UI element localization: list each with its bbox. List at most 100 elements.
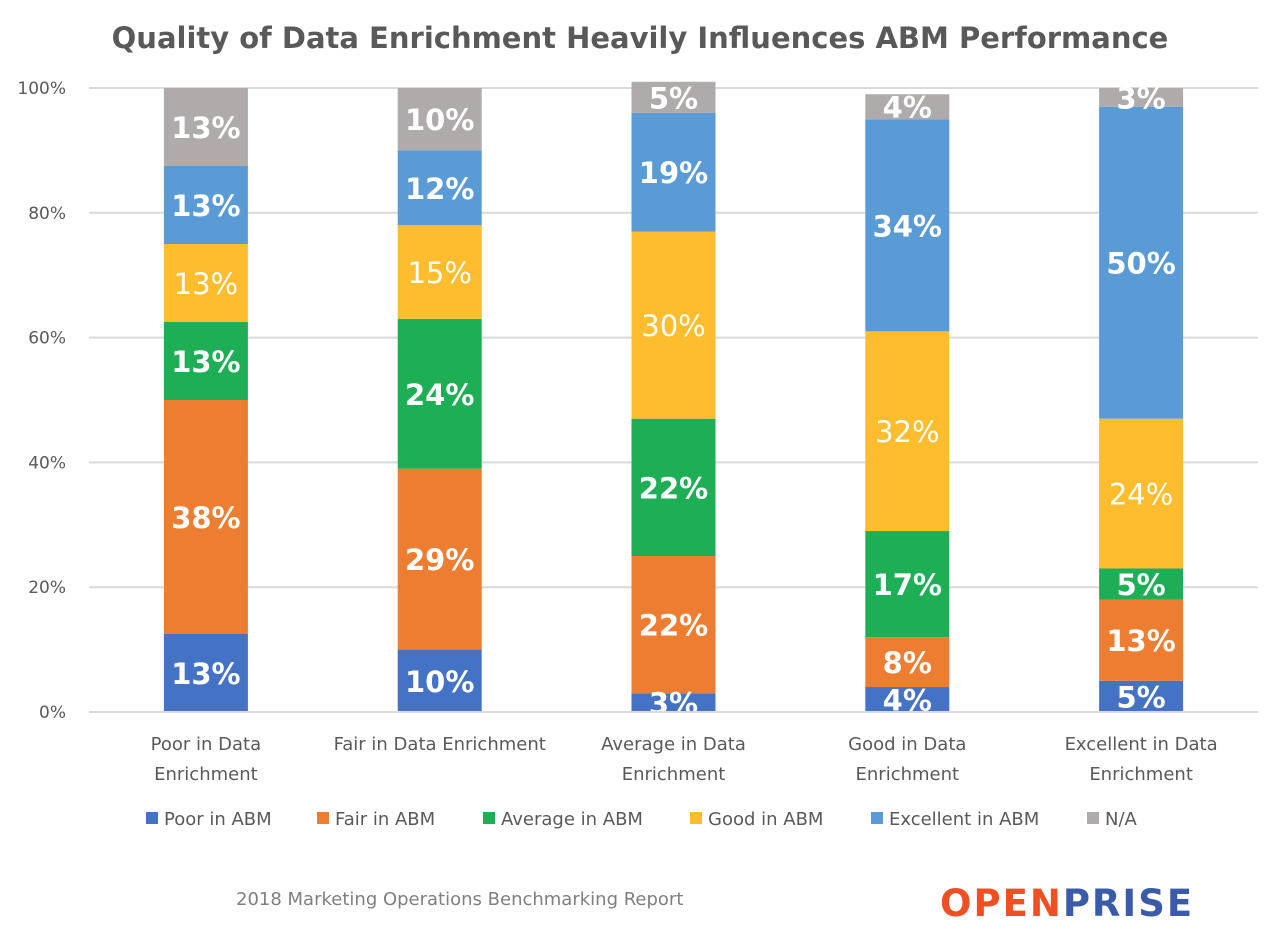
bar-segment-poor-in-abm xyxy=(865,687,950,712)
bar-segment-n-a xyxy=(397,88,482,151)
x-category-label: Enrichment xyxy=(1089,764,1193,785)
legend-label: Excellent in ABM xyxy=(889,809,1039,830)
footer-source: 2018 Marketing Operations Benchmarking R… xyxy=(236,889,683,910)
data-label: 4% xyxy=(883,91,932,125)
logo-part-prise: PRISE xyxy=(1063,882,1194,925)
data-label: 13% xyxy=(171,111,240,145)
openprise-logo: OPENPRISE xyxy=(940,882,1194,925)
data-label: 5% xyxy=(649,81,698,115)
bar-segment-n-a xyxy=(865,94,950,120)
data-label: 22% xyxy=(639,471,708,505)
x-category-label: Average in Data xyxy=(601,734,746,755)
bar-segment-n-a xyxy=(163,88,248,166)
x-category-label: Poor in Data xyxy=(151,734,261,755)
bar-segment-average-in-abm xyxy=(865,531,950,638)
data-label: 10% xyxy=(405,103,474,137)
bar-segment-excellent-in-abm xyxy=(1099,106,1184,419)
x-category-label: Enrichment xyxy=(154,764,258,785)
legend-item: Excellent in ABM xyxy=(871,809,1039,830)
chart-title: Quality of Data Enrichment Heavily Influ… xyxy=(112,21,1169,55)
bar-segment-average-in-abm xyxy=(163,322,248,400)
data-labels: 13% 38% 13% 13% 13% 13% 10% 29% 24% 15% 12% 10% 3% 22… xyxy=(89,81,1258,727)
legend-label: Average in ABM xyxy=(501,809,643,830)
bar-segment-poor-in-abm xyxy=(1099,680,1184,712)
legend-item: N/A xyxy=(1087,809,1138,830)
data-label: 30% xyxy=(641,309,705,343)
bar-segment-fair-in-abm xyxy=(397,468,482,650)
bar-segment-excellent-in-abm xyxy=(865,119,950,332)
bar-segment-fair-in-abm xyxy=(631,556,716,694)
bar-segment-poor-in-abm xyxy=(397,649,482,712)
axis-mask xyxy=(89,713,1258,727)
bar-segment-excellent-in-abm xyxy=(163,166,248,244)
y-tick-label: 60% xyxy=(28,329,66,349)
x-category-label: Enrichment xyxy=(856,764,960,785)
y-axis-ticks: 0% 20% 40% 60% 80% 100% xyxy=(17,79,66,723)
data-label: 22% xyxy=(639,609,708,643)
y-tick-label: 100% xyxy=(17,79,66,99)
bar-segment-good-in-abm xyxy=(1099,418,1184,569)
data-label: 50% xyxy=(1106,247,1175,281)
data-label: 3% xyxy=(1116,81,1165,115)
data-label: 29% xyxy=(405,543,474,577)
legend-item: Average in ABM xyxy=(483,809,643,830)
data-label: 32% xyxy=(875,415,939,449)
bar-segment-excellent-in-abm xyxy=(631,112,716,232)
bar-segment-poor-in-abm xyxy=(163,634,248,712)
data-label: 12% xyxy=(405,172,474,206)
data-label: 13% xyxy=(171,189,240,223)
legend-label: Poor in ABM xyxy=(164,809,272,830)
legend-swatch xyxy=(1087,812,1099,824)
data-label: 13% xyxy=(171,345,240,379)
data-label: 17% xyxy=(873,568,942,602)
data-label: 13% xyxy=(1106,624,1175,658)
legend-item: Good in ABM xyxy=(690,809,823,830)
data-label: 24% xyxy=(405,378,474,412)
bar-segment-good-in-abm xyxy=(865,331,950,532)
bar-segment-average-in-abm xyxy=(397,318,482,469)
data-label: 8% xyxy=(883,646,932,680)
legend-swatch xyxy=(317,812,329,824)
x-category-label: Good in Data xyxy=(848,734,966,755)
legend-item: Poor in ABM xyxy=(146,809,272,830)
legend-swatch xyxy=(483,812,495,824)
legend-swatch xyxy=(690,812,702,824)
bar-segment-average-in-abm xyxy=(1099,568,1184,600)
bar-segment-good-in-abm xyxy=(163,244,248,322)
y-tick-label: 40% xyxy=(28,453,66,473)
logo-part-open: OPEN xyxy=(940,882,1063,925)
data-label: 19% xyxy=(639,156,708,190)
bar-segment-n-a xyxy=(1099,88,1184,107)
data-label: 24% xyxy=(1109,478,1173,512)
bar-segment-fair-in-abm xyxy=(1099,599,1184,681)
bar-segment-n-a xyxy=(631,81,716,113)
data-label: 5% xyxy=(1116,680,1165,714)
legend-item: Fair in ABM xyxy=(317,809,435,830)
legend-swatch xyxy=(871,812,883,824)
bar-segment-excellent-in-abm xyxy=(397,150,482,226)
data-label: 38% xyxy=(171,501,240,535)
x-category-label: Excellent in Data xyxy=(1065,734,1218,755)
y-tick-label: 20% xyxy=(28,578,66,598)
data-label: 13% xyxy=(174,267,238,301)
data-label: 5% xyxy=(1116,568,1165,602)
legend-label: Good in ABM xyxy=(708,809,823,830)
x-category-label: Enrichment xyxy=(622,764,726,785)
x-category-label: Fair in Data Enrichment xyxy=(334,734,546,755)
data-label: 10% xyxy=(405,665,474,699)
data-label: 34% xyxy=(873,209,942,243)
bar-segment-fair-in-abm xyxy=(865,637,950,688)
bars xyxy=(163,81,1184,712)
y-tick-label: 0% xyxy=(39,703,66,723)
legend-swatch xyxy=(146,812,158,824)
data-label: 13% xyxy=(171,657,240,691)
bar-segment-poor-in-abm xyxy=(631,693,716,712)
bar-segment-good-in-abm xyxy=(397,225,482,319)
x-axis-categories: Poor in Data Enrichment Fair in Data Enric… xyxy=(151,734,1218,785)
y-tick-label: 80% xyxy=(28,204,66,224)
data-label: 15% xyxy=(407,256,471,290)
legend: Poor in ABM Fair in ABM Average in ABM Good… xyxy=(146,809,1138,830)
legend-label: Fair in ABM xyxy=(335,809,435,830)
bar-segment-average-in-abm xyxy=(631,418,716,556)
